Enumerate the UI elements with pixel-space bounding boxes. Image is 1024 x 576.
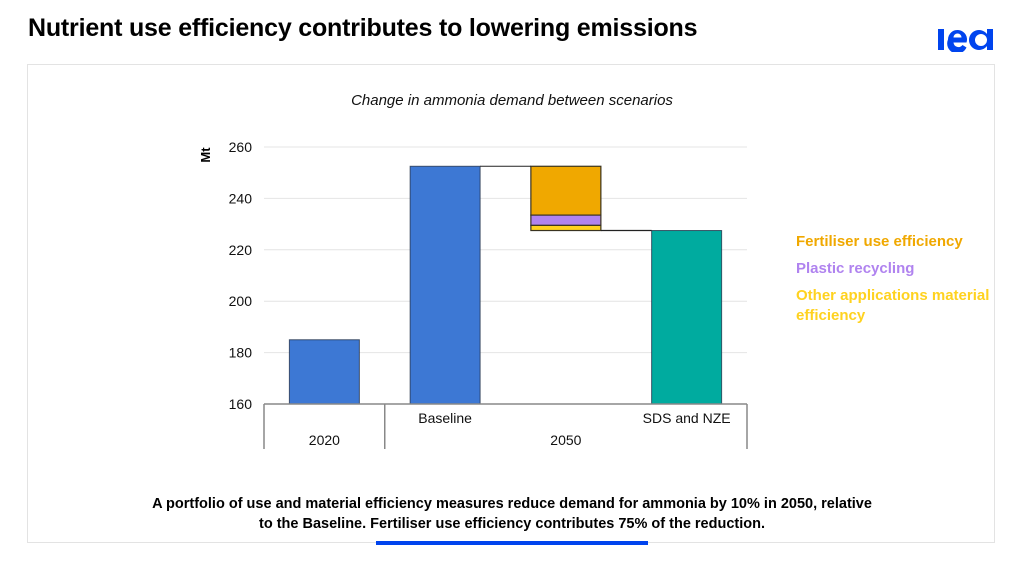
bars [288, 165, 723, 405]
reduction-plastic-recycling [530, 214, 602, 226]
x-group-label-2050: 2050 [550, 432, 581, 448]
page-title: Nutrient use efficiency contributes to l… [28, 14, 698, 42]
reduction-other-applications-material-efficiency [530, 224, 602, 232]
connectors [480, 165, 652, 232]
y-axis-label: Mt [198, 147, 213, 163]
y-tick-label-180: 180 [229, 345, 253, 361]
caption-line-1: A portfolio of use and material efficien… [152, 496, 872, 512]
legend-item-other-applications: Other applications material efficiency [796, 287, 990, 324]
chart-panel [27, 64, 995, 543]
x-axis: Baseline SDS and NZE 2020 2050 [263, 403, 748, 449]
x-tick-label-sds-and-nze: SDS and NZE [643, 410, 731, 426]
reduction-fertiliser-use-efficiency [530, 165, 602, 216]
x-group-label-2020: 2020 [309, 432, 340, 448]
x-tick-label-baseline: Baseline [418, 410, 472, 426]
bar-sds-and-nze [651, 230, 723, 405]
logo-a-glyph [969, 29, 993, 50]
y-tick-label-200: 200 [229, 293, 253, 309]
legend-item-plastic-recycling: Plastic recycling [796, 260, 915, 277]
logo-e-glyph [947, 29, 967, 52]
legend-item-fertiliser: Fertiliser use efficiency [796, 233, 963, 250]
accent-underline [376, 541, 648, 545]
y-axis-ticks: 160 180 200 220 240 260 [229, 139, 253, 412]
bar-2020 [288, 339, 360, 405]
iea-logo-icon: iea [938, 29, 993, 52]
logo-i-stroke [938, 29, 944, 50]
y-tick-label-160: 160 [229, 396, 253, 412]
legend: Fertiliser use efficiency Plastic recycl… [796, 232, 996, 333]
caption-line-2: to the Baseline. Fertiliser use efficien… [258, 516, 765, 532]
y-tick-label-220: 220 [229, 242, 253, 258]
chart-title: Change in ammonia demand between scenari… [351, 92, 673, 109]
y-tick-label-260: 260 [229, 139, 253, 155]
bar-baseline [409, 165, 481, 405]
y-tick-label-240: 240 [229, 190, 253, 206]
chart-caption: A portfolio of use and material efficien… [60, 494, 964, 534]
